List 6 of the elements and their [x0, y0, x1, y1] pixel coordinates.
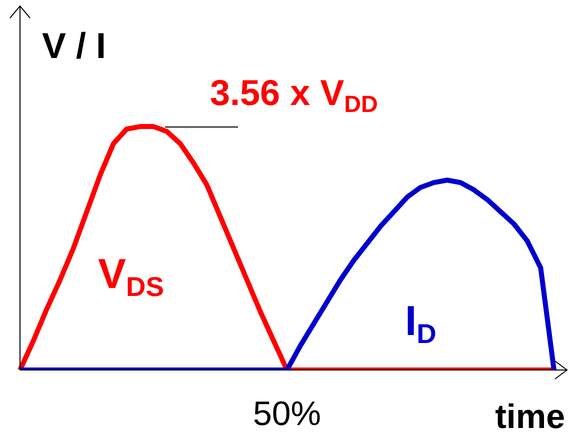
series-label: I$_{D}$ [405, 297, 436, 350]
y-axis-title: V / I [42, 25, 106, 66]
text: 3.56 x V$_{DD}$ [210, 72, 378, 117]
text: 50% [252, 395, 322, 433]
series-label: V$_{DS}$ [98, 250, 164, 302]
x-axis-title: time [495, 398, 565, 435]
